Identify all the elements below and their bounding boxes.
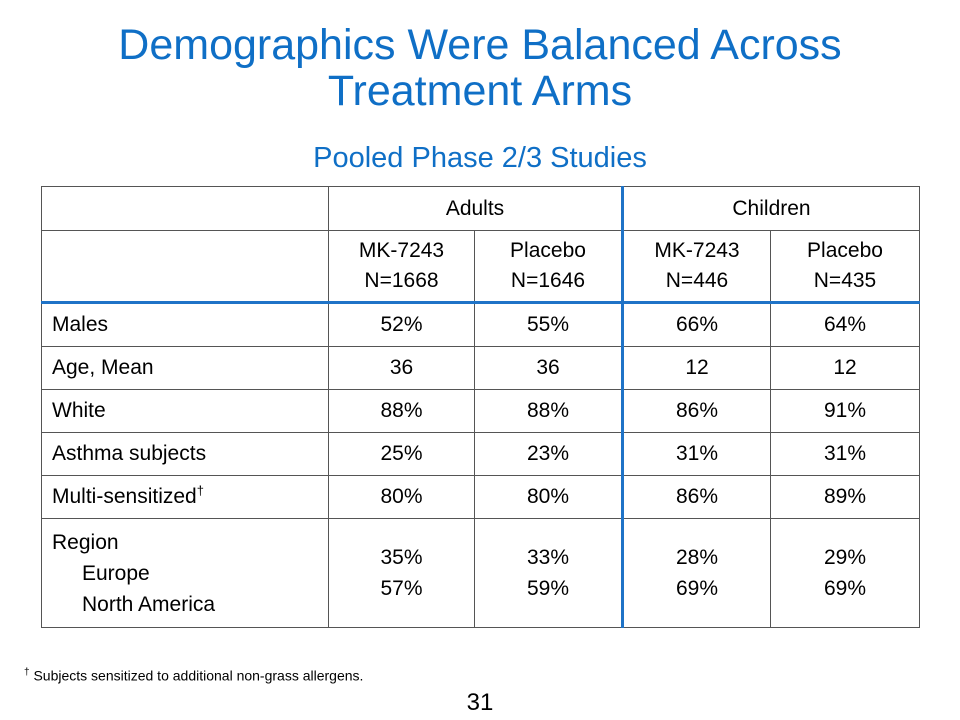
table-row: White 88% 88% 86% 91% xyxy=(41,389,920,433)
row-label: Asthma subjects xyxy=(41,432,329,476)
footnote: † Subjects sensitized to additional non-… xyxy=(24,667,363,684)
table-row: Multi-sensitized† 80% 80% 86% 89% xyxy=(41,475,920,519)
arm-name: Placebo xyxy=(510,239,586,262)
table-cell: 80% xyxy=(474,475,623,519)
group-header-children: Children xyxy=(621,186,920,231)
sub-label: North America xyxy=(82,592,216,616)
region-value: 28% xyxy=(675,546,719,569)
table-cell: 25% xyxy=(328,432,475,476)
table-cell: 31% xyxy=(621,432,771,476)
table-row: Age, Mean 36 36 12 12 xyxy=(41,346,920,390)
table-row: Males 52% 55% 66% 64% xyxy=(41,302,920,347)
sub-label: Europe xyxy=(82,561,150,585)
group-header-row: Adults Children xyxy=(41,186,920,231)
arm-header-cell: MK-7243 N=1668 xyxy=(328,230,475,304)
demographics-table: Adults Children MK-7243 N=1668 Placebo N… xyxy=(41,186,920,628)
arm-n: N=1668 xyxy=(364,269,439,292)
slide-title-line-1: Demographics Were Balanced Across xyxy=(118,21,842,69)
region-value: 33% xyxy=(526,546,570,569)
slide-subtitle: Pooled Phase 2/3 Studies xyxy=(313,142,647,174)
row-label: White xyxy=(41,389,329,433)
footnote-mark: † xyxy=(24,667,30,678)
slide-title: Demographics Were Balanced Across Treatm… xyxy=(0,22,960,114)
table-row: Asthma subjects 25% 23% 31% 31% xyxy=(41,432,920,476)
arm-name: MK-7243 xyxy=(358,239,445,262)
row-label: Males xyxy=(41,302,329,347)
arm-name: MK-7243 xyxy=(654,239,740,262)
table-cell: 33% 59% xyxy=(474,518,623,628)
arm-header-cell: Placebo N=1646 xyxy=(474,230,623,304)
group-header-adults: Adults xyxy=(328,186,623,231)
table-cell: 80% xyxy=(328,475,475,519)
row-label-text: Multi-sensitized xyxy=(52,485,197,508)
table-cell: 12 xyxy=(770,346,920,390)
arm-header-row: MK-7243 N=1668 Placebo N=1646 MK-7243 N=… xyxy=(41,230,920,304)
table-cell: 89% xyxy=(770,475,920,519)
table-cell: 86% xyxy=(621,389,771,433)
empty-header-cell xyxy=(41,186,329,231)
table-cell: 66% xyxy=(621,302,771,347)
table-cell: 88% xyxy=(474,389,623,433)
footnote-text: Subjects sensitized to additional non-gr… xyxy=(29,667,364,684)
table-cell: 31% xyxy=(770,432,920,476)
row-label: Age, Mean xyxy=(41,346,329,390)
region-row: Region Europe North America 35% 57% 33% … xyxy=(41,518,920,628)
arm-n: N=446 xyxy=(665,269,729,292)
region-value: 59% xyxy=(526,577,570,600)
arm-n: N=435 xyxy=(813,269,877,292)
dagger-mark: † xyxy=(196,483,204,498)
table-cell: 55% xyxy=(474,302,623,347)
table-cell: 64% xyxy=(770,302,920,347)
table-cell: 88% xyxy=(328,389,475,433)
table-cell: 28% 69% xyxy=(621,518,771,628)
table-cell: 12 xyxy=(621,346,771,390)
table-cell: 86% xyxy=(621,475,771,519)
page-number: 31 xyxy=(466,689,494,716)
arm-name: Placebo xyxy=(807,239,883,262)
arm-n: N=1646 xyxy=(510,269,586,292)
table-cell: 91% xyxy=(770,389,920,433)
region-value: 35% xyxy=(380,546,423,569)
table-cell: 52% xyxy=(328,302,475,347)
region-value: 69% xyxy=(823,577,867,600)
row-label: Region xyxy=(52,530,119,554)
slide-title-line-2: Treatment Arms xyxy=(327,67,633,115)
table-cell: 36 xyxy=(328,346,475,390)
arm-header-cell: MK-7243 N=446 xyxy=(621,230,771,304)
table-cell: 29% 69% xyxy=(770,518,920,628)
arm-header-cell: Placebo N=435 xyxy=(770,230,920,304)
region-value: 69% xyxy=(675,577,719,600)
row-label: Multi-sensitized† xyxy=(41,475,329,519)
table-cell: 36 xyxy=(474,346,623,390)
table-cell: 35% 57% xyxy=(328,518,475,628)
table-cell: 23% xyxy=(474,432,623,476)
empty-header-cell xyxy=(41,230,329,304)
region-value: 57% xyxy=(380,577,423,600)
region-label-cell: Region Europe North America xyxy=(41,518,329,628)
region-value: 29% xyxy=(823,546,867,569)
